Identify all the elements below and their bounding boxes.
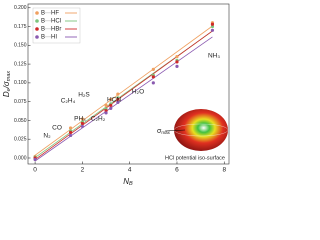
y-tick-label: 0.075 bbox=[14, 99, 27, 105]
inset: σmax HCl potential iso-surface bbox=[157, 109, 229, 161]
inset-label-main: σ bbox=[157, 128, 162, 135]
inset-caption: HCl potential iso-surface bbox=[165, 155, 225, 161]
legend-marker bbox=[35, 27, 39, 31]
point bbox=[210, 28, 215, 32]
point bbox=[104, 111, 108, 115]
point bbox=[151, 81, 155, 85]
point bbox=[151, 75, 155, 79]
trend-line bbox=[34, 30, 213, 160]
legend-marker bbox=[35, 11, 39, 15]
y-tick-label: 0.200 bbox=[14, 5, 27, 11]
inset-label: σmax bbox=[157, 128, 171, 135]
point bbox=[80, 117, 84, 121]
inset-label-sub: max bbox=[161, 130, 170, 135]
point bbox=[80, 121, 84, 126]
inset-pointer bbox=[164, 129, 186, 132]
annotation: HCN bbox=[107, 97, 121, 104]
iso-ring bbox=[173, 123, 229, 137]
x-tick-label: 0 bbox=[33, 167, 37, 174]
y-label-sub: max bbox=[6, 71, 12, 82]
point bbox=[68, 133, 73, 138]
trend-line bbox=[34, 25, 213, 156]
x-label-main: N bbox=[123, 177, 129, 186]
point bbox=[33, 157, 37, 162]
y-label-sub: e bbox=[6, 88, 12, 91]
legend: B···HF B···HCl B···HBr B···HI bbox=[32, 7, 81, 44]
legend-label: B···HCl bbox=[41, 19, 61, 25]
y-tick-label: 0.025 bbox=[14, 137, 27, 143]
x-tick-label: 4 bbox=[128, 167, 132, 174]
trend-line bbox=[34, 36, 213, 162]
annotation: CO bbox=[52, 125, 62, 132]
y-tick-label: 0.100 bbox=[14, 80, 27, 86]
annotation: N₂ bbox=[43, 133, 51, 140]
chart: σmax HCl potential iso-surface NB De/σma… bbox=[2, 3, 230, 187]
legend-label: B···HF bbox=[41, 11, 59, 17]
y-tick-label: 0.000 bbox=[14, 155, 27, 161]
annotation: PH₃ bbox=[74, 116, 86, 123]
point bbox=[104, 109, 108, 113]
y-tick-label: 0.150 bbox=[14, 43, 27, 49]
point bbox=[104, 103, 108, 108]
annotation: C₂H₂ bbox=[91, 116, 106, 123]
y-axis-label: De/σmax bbox=[2, 71, 12, 98]
annotation: NH₃ bbox=[208, 53, 220, 60]
legend-label: B···HI bbox=[41, 35, 57, 41]
point bbox=[175, 60, 179, 64]
point bbox=[210, 22, 215, 26]
x-tick-label: 8 bbox=[222, 167, 226, 174]
y-tick-label: 0.175 bbox=[14, 24, 27, 30]
x-axis-label: NB bbox=[123, 177, 133, 187]
point bbox=[109, 106, 113, 111]
x-tick-label: 2 bbox=[81, 167, 85, 174]
point bbox=[151, 67, 155, 71]
x-tick-label: 6 bbox=[175, 167, 179, 174]
legend-marker bbox=[35, 19, 39, 23]
point bbox=[68, 130, 73, 135]
point bbox=[109, 103, 113, 108]
y-label-main: D bbox=[2, 91, 11, 97]
x-label-sub: B bbox=[129, 181, 133, 187]
point bbox=[116, 97, 120, 101]
plot-frame bbox=[27, 3, 230, 165]
annotation: C₂H₄ bbox=[61, 98, 76, 105]
annotation: H₂O bbox=[132, 89, 144, 96]
iso-surface bbox=[174, 109, 228, 151]
annotation: H₂S bbox=[78, 92, 90, 99]
point bbox=[175, 64, 179, 68]
point bbox=[68, 126, 73, 130]
point bbox=[210, 24, 215, 29]
y-label-main: /σ bbox=[2, 80, 11, 89]
y-tick-label: 0.050 bbox=[14, 118, 27, 124]
legend-marker bbox=[35, 35, 39, 39]
y-tick-label: 0.125 bbox=[14, 61, 27, 67]
point bbox=[116, 92, 120, 96]
point bbox=[175, 54, 179, 59]
point bbox=[80, 124, 84, 129]
legend-label: B···HBr bbox=[41, 27, 61, 33]
point bbox=[109, 97, 113, 101]
point bbox=[116, 100, 120, 105]
